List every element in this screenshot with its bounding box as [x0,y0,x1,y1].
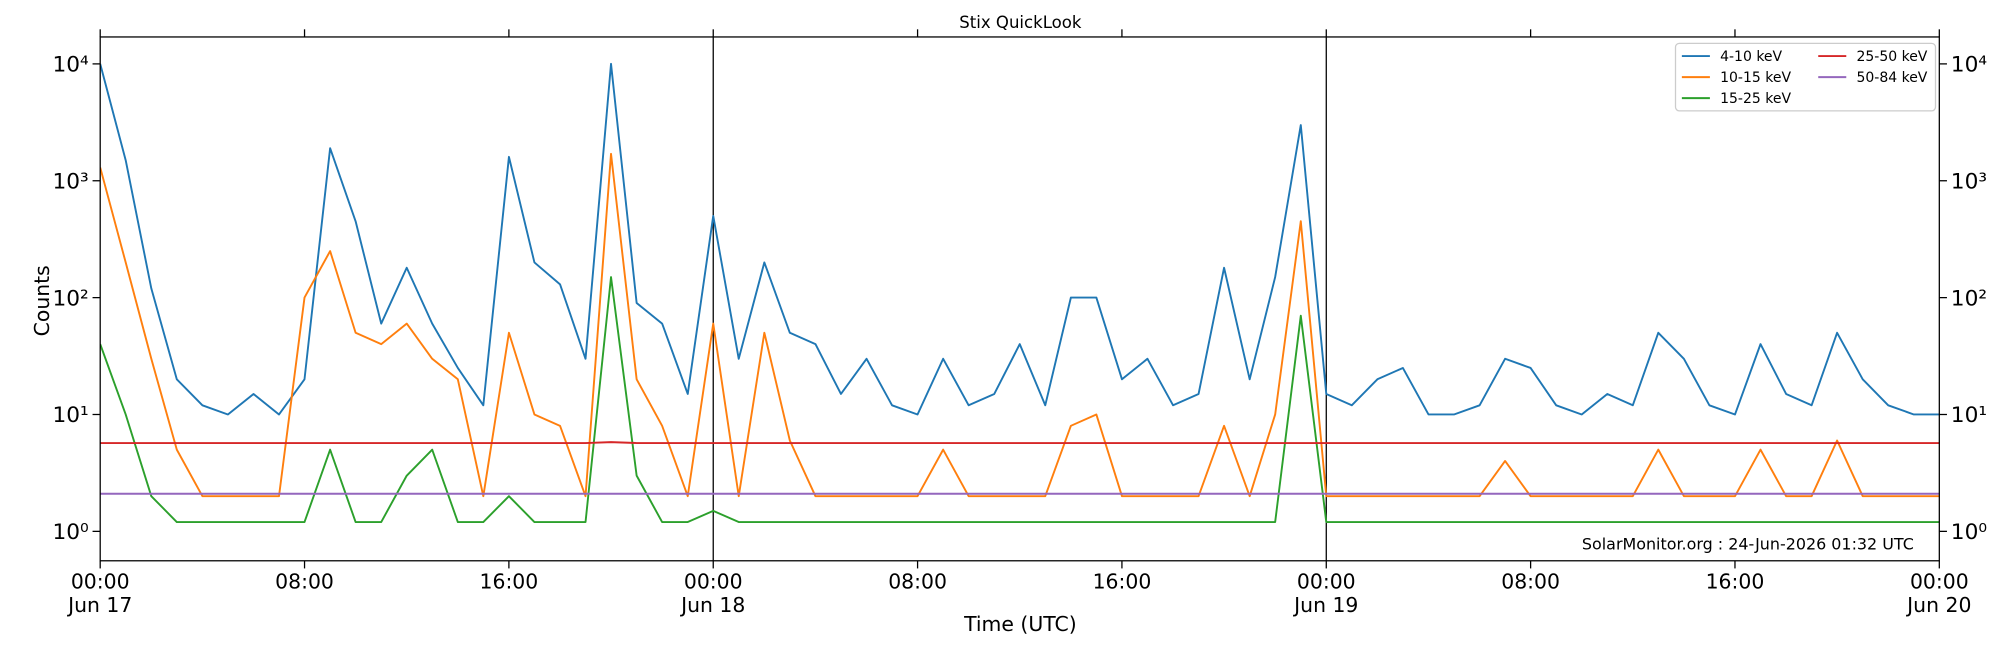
y-axis-label: Counts [30,265,54,336]
annotation: SolarMonitor.org : 24-Jun-2026 01:32 UTC [1582,534,1914,553]
legend-label: 25-50 keV [1856,49,1927,65]
legend-label: 15-25 keV [1720,91,1791,107]
legend-label: 4-10 keV [1720,49,1782,65]
x-tick-label: 16:00 [1706,569,1765,593]
x-tick-label: 00:00 Jun 18 [679,569,745,616]
y-tick-label: 10⁴ [52,53,88,78]
x-tick-label: 16:00 [480,569,539,593]
legend-label: 10-15 keV [1720,70,1791,86]
y-tick-label-right: 10⁰ [1951,520,1987,545]
y-tick-label: 10³ [52,169,88,194]
y-tick-label: 10² [52,286,88,311]
series-line [100,441,1940,444]
plot-lines [100,62,1940,523]
y-tick-label-right: 10⁴ [1951,53,1987,78]
x-axis-label: Time (UTC) [963,612,1077,636]
x-tick-label: 08:00 [275,569,334,593]
y-tick-label-right: 10² [1951,286,1987,311]
x-tick-label: 00:00 Jun 17 [66,569,132,616]
chart-title: Stix QuickLook [959,13,1082,32]
series-line [100,62,1940,416]
x-tick-label: 00:00 Jun 20 [1905,569,1971,616]
y-tick-label-right: 10³ [1951,169,1987,194]
x-tick-label: 16:00 [1093,569,1152,593]
y-tick-label-right: 10¹ [1951,403,1987,428]
series-line [100,152,1940,498]
x-tick-label: 08:00 [1501,569,1560,593]
series-line [100,276,1940,523]
plot-frame [99,36,1940,562]
legend-box [1674,42,1937,112]
x-tick-label: 08:00 [888,569,947,593]
legend-label: 50-84 keV [1856,70,1927,86]
y-tick-label: 10⁰ [52,520,88,545]
y-tick-label: 10¹ [52,403,88,428]
x-tick-label: 00:00 Jun 19 [1292,569,1358,616]
